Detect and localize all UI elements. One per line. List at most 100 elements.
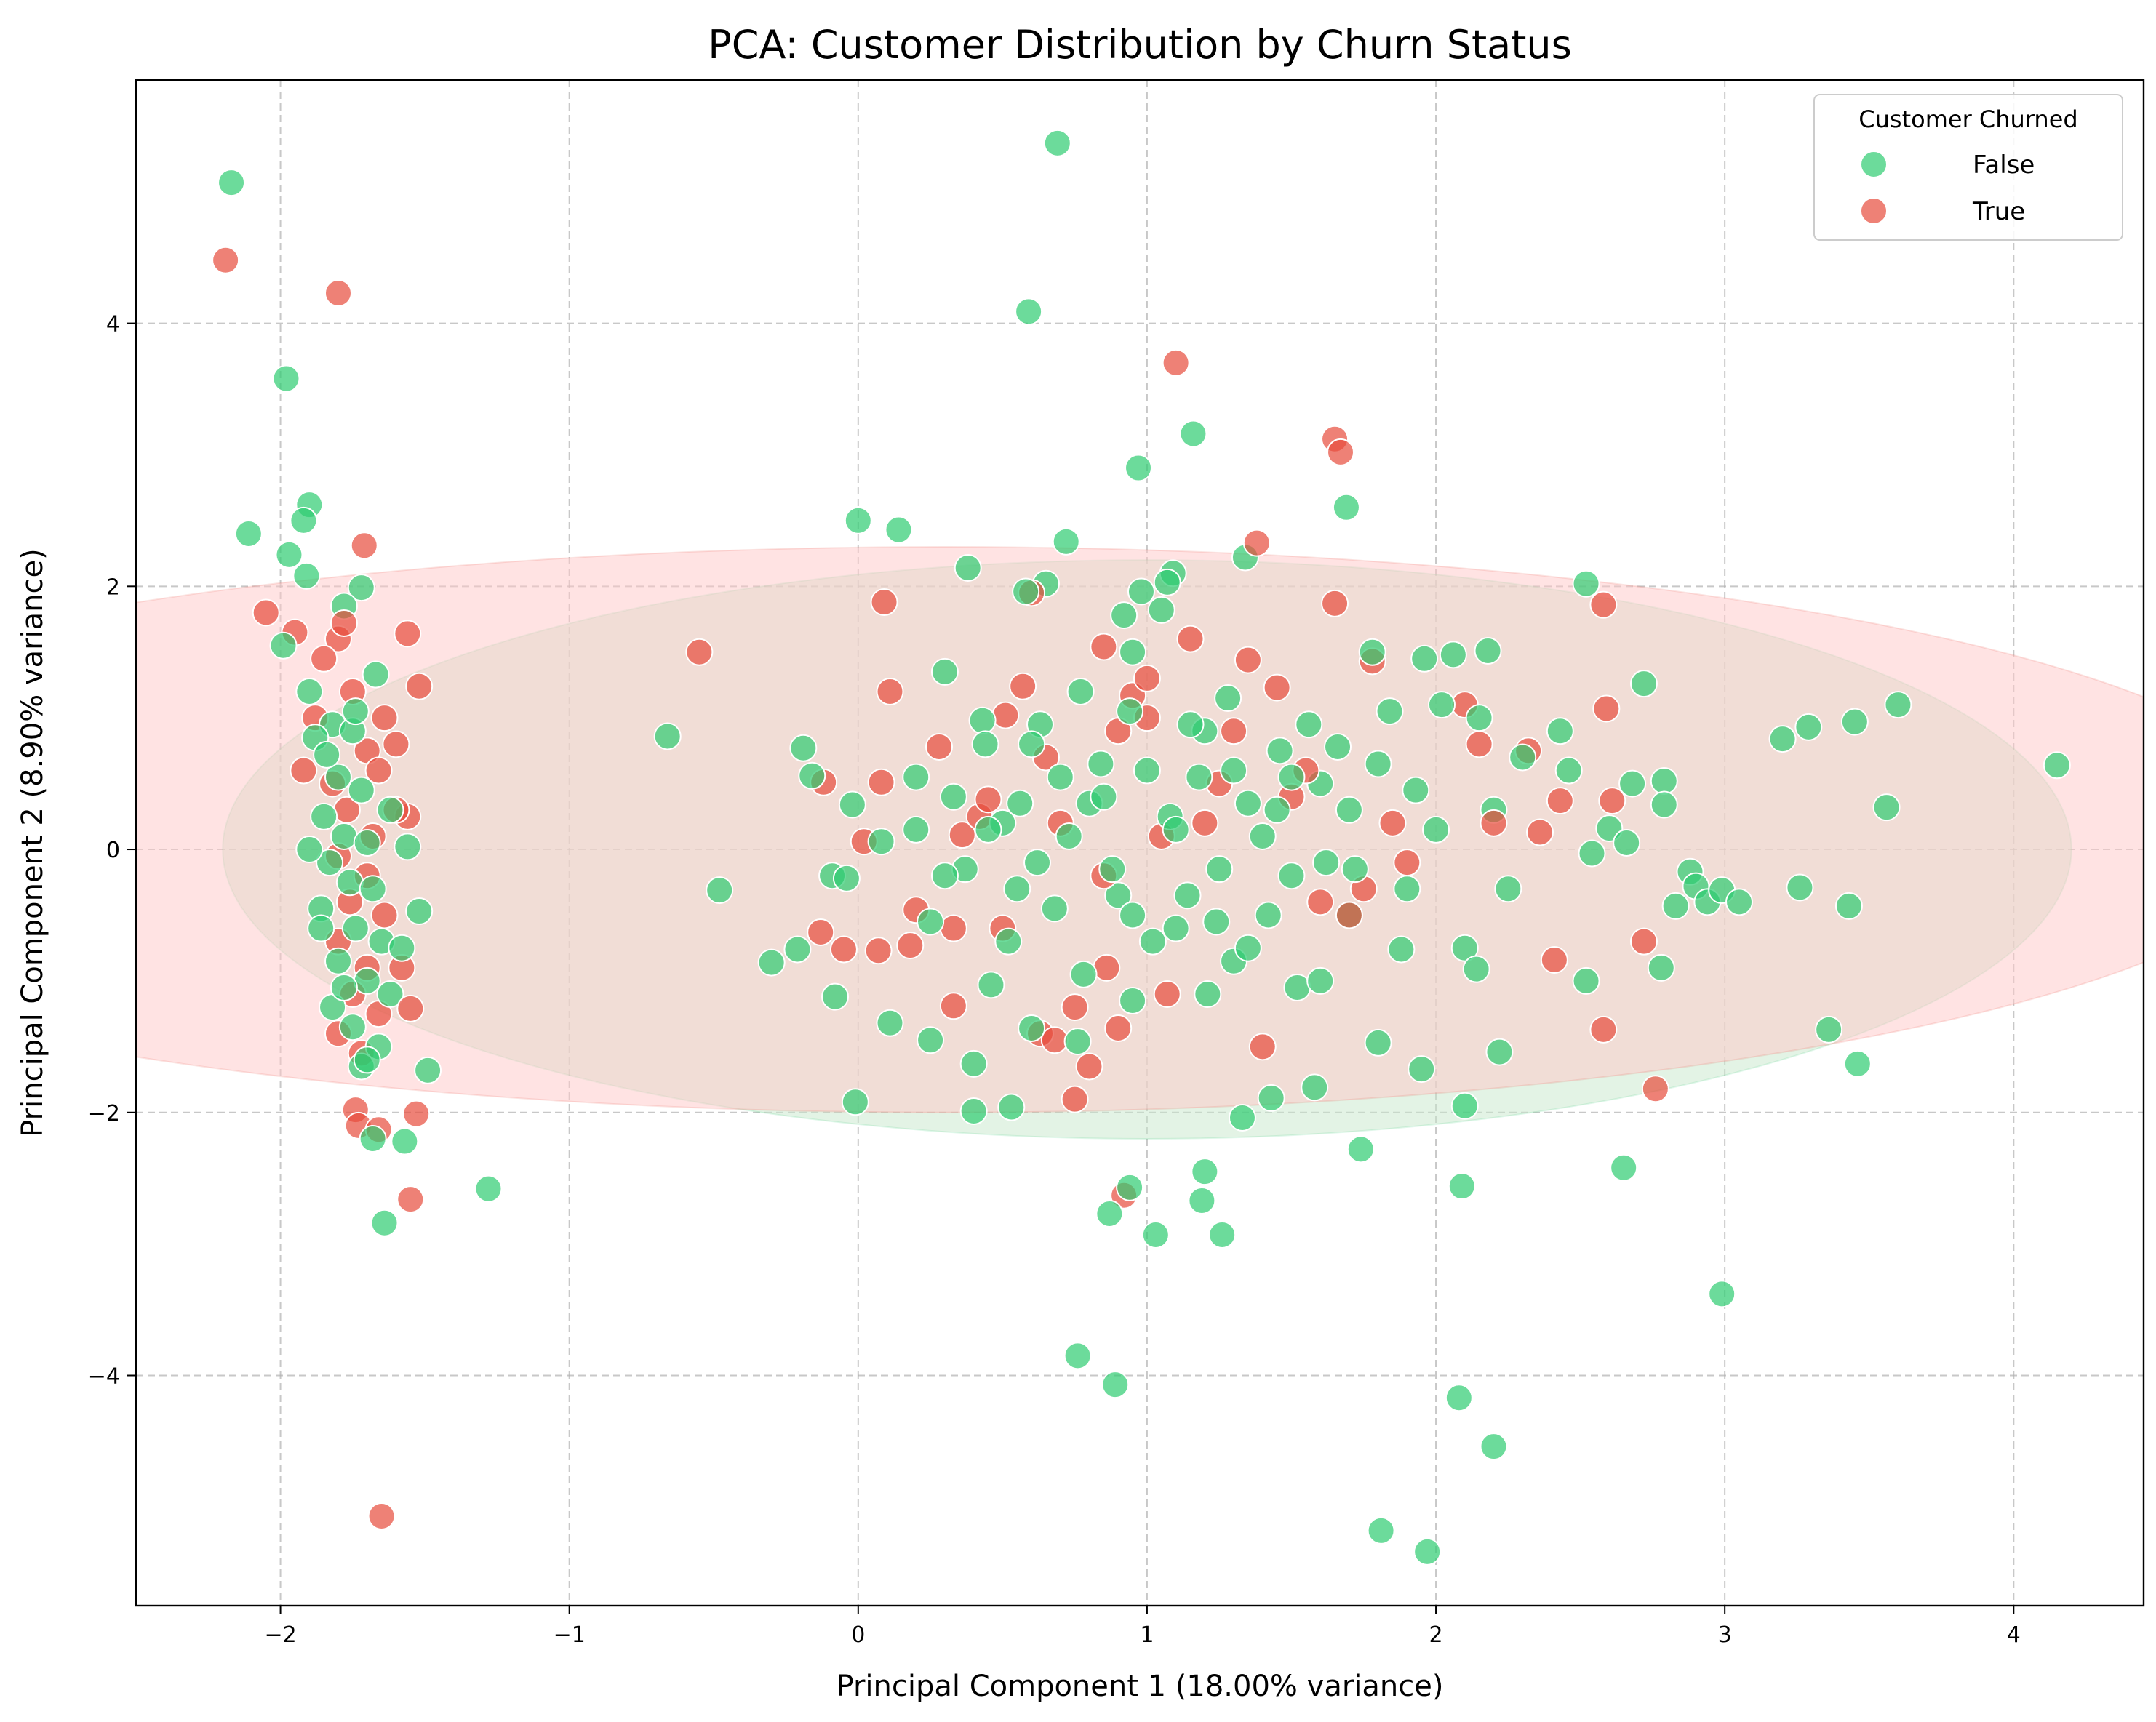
- point-true: [1378, 809, 1407, 837]
- point-true: [1306, 888, 1335, 916]
- point-false: [1185, 763, 1213, 791]
- point-false: [1408, 1055, 1436, 1084]
- point-true: [370, 901, 399, 929]
- point-false: [1422, 815, 1450, 844]
- point-false: [394, 833, 422, 861]
- point-true: [991, 701, 1020, 729]
- point-false: [917, 908, 945, 936]
- point-false: [1119, 901, 1147, 929]
- point-true: [1592, 694, 1621, 723]
- point-false: [1295, 710, 1323, 739]
- point-false: [353, 966, 381, 995]
- point-true: [1589, 1015, 1618, 1044]
- point-false: [1572, 966, 1600, 995]
- legend: Customer Churned False True: [1813, 94, 2123, 241]
- point-false: [1554, 756, 1583, 785]
- point-false: [885, 516, 913, 544]
- point-true: [364, 756, 393, 785]
- point-false: [359, 875, 387, 903]
- point-false: [1162, 914, 1190, 942]
- point-false: [1043, 129, 1071, 157]
- point-true: [1598, 787, 1626, 815]
- legend-title: Customer Churned: [1858, 105, 2077, 133]
- point-false: [1413, 1537, 1442, 1566]
- point-true: [1061, 993, 1089, 1022]
- point-true: [925, 732, 953, 761]
- point-false: [1234, 789, 1262, 817]
- point-false: [1110, 601, 1138, 630]
- point-true: [864, 937, 893, 965]
- point-false: [706, 876, 734, 905]
- point-false: [1725, 888, 1754, 916]
- point-false: [1427, 691, 1456, 719]
- point-false: [1153, 568, 1181, 596]
- point-false: [1234, 934, 1262, 962]
- point-false: [1474, 636, 1502, 665]
- point-false: [1546, 717, 1574, 745]
- point-false: [474, 1174, 503, 1203]
- point-true: [402, 1100, 431, 1128]
- point-false: [1125, 454, 1153, 482]
- point-false: [1138, 927, 1167, 956]
- point-false: [1332, 493, 1360, 521]
- point-false: [971, 730, 999, 758]
- point-true: [1009, 672, 1037, 700]
- point-false: [359, 1124, 387, 1153]
- point-true: [330, 609, 358, 637]
- point-false: [1101, 1371, 1130, 1399]
- point-false: [414, 1056, 442, 1084]
- point-false: [1494, 875, 1522, 903]
- point-false: [1465, 704, 1493, 732]
- point-false: [1277, 763, 1306, 791]
- point-false: [1254, 901, 1282, 929]
- point-true: [1641, 1075, 1669, 1103]
- point-false: [954, 553, 982, 582]
- point-false: [1012, 577, 1040, 606]
- point-true: [1589, 590, 1618, 619]
- point-false: [902, 763, 930, 791]
- point-false: [997, 1093, 1026, 1121]
- point-false: [939, 782, 967, 811]
- point-false: [1040, 894, 1069, 923]
- point-false: [1179, 420, 1207, 448]
- point-false: [1046, 763, 1074, 791]
- scatter-points: [212, 129, 2071, 1566]
- point-false: [295, 836, 324, 864]
- axis-ticks: −2 −1 0 1 2 3 4 −4 −2 0 2 4: [88, 312, 2021, 1648]
- x-tick-label: 3: [1718, 1622, 1732, 1648]
- point-false: [353, 1046, 381, 1074]
- point-false: [1346, 1135, 1375, 1164]
- legend-label-true: True: [1972, 197, 2025, 226]
- point-true: [1480, 809, 1508, 837]
- point-false: [930, 862, 959, 890]
- point-true: [1133, 664, 1161, 692]
- point-false: [292, 561, 321, 590]
- point-true: [974, 785, 1002, 814]
- point-false: [1141, 1220, 1170, 1249]
- point-false: [1090, 782, 1118, 811]
- point-true: [324, 279, 352, 307]
- x-tick-label: −2: [264, 1622, 296, 1648]
- point-false: [1445, 1384, 1473, 1412]
- legend-label-false: False: [1973, 151, 2035, 180]
- point-false: [1341, 855, 1369, 884]
- point-false: [341, 914, 370, 942]
- point-false: [1629, 670, 1658, 698]
- point-false: [295, 678, 324, 706]
- point-false: [1794, 713, 1823, 741]
- point-false: [1578, 839, 1606, 868]
- point-false: [1018, 1014, 1046, 1043]
- point-true: [1465, 730, 1493, 758]
- point-true: [896, 932, 925, 960]
- point-false: [1840, 708, 1869, 736]
- point-false: [1116, 697, 1144, 726]
- point-false: [1003, 875, 1031, 903]
- point-false: [1277, 862, 1306, 890]
- point-false: [867, 828, 895, 856]
- point-false: [1063, 1028, 1092, 1056]
- point-false: [1358, 638, 1386, 666]
- point-true: [1040, 1026, 1069, 1054]
- point-false: [1439, 641, 1467, 669]
- point-false: [821, 982, 850, 1011]
